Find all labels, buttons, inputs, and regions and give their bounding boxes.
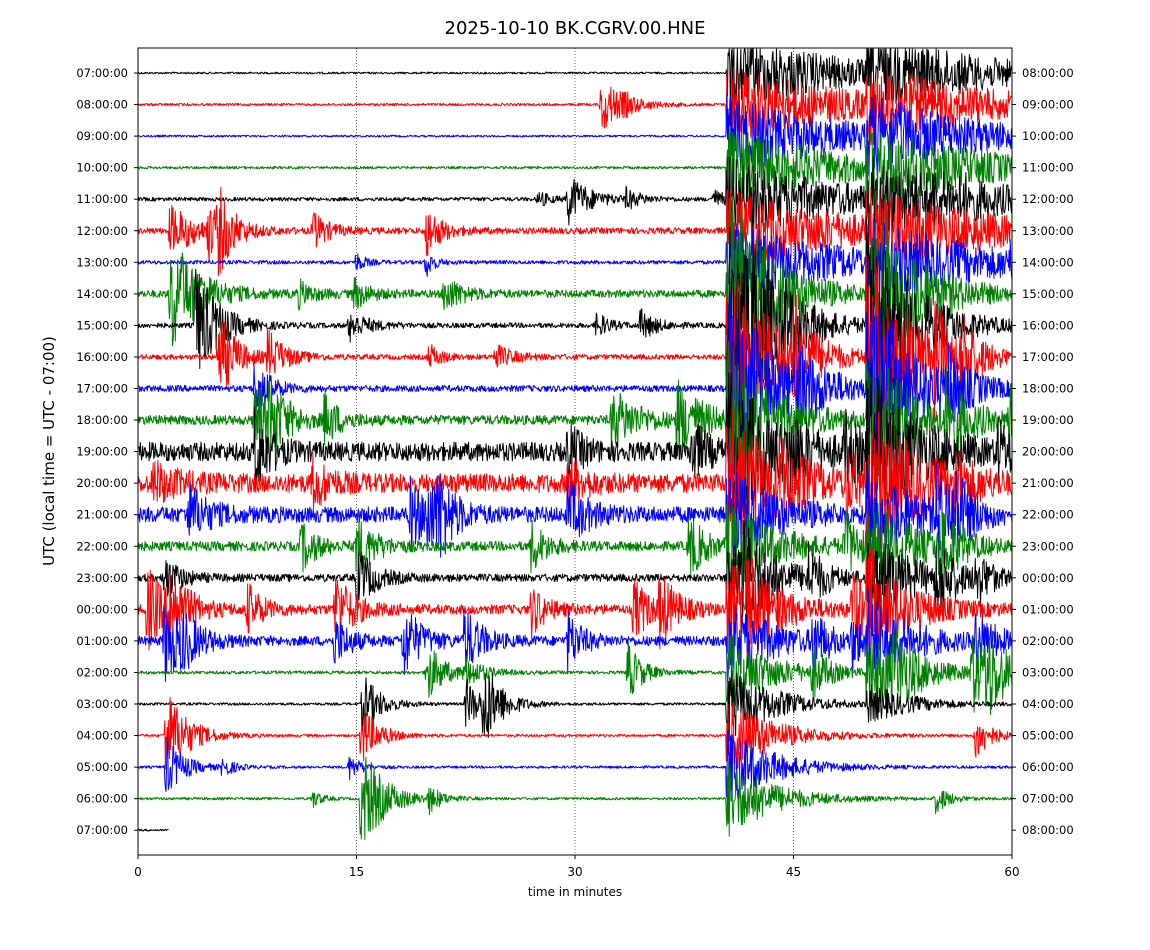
grid-lines <box>356 48 794 855</box>
trace-line <box>137 254 1013 463</box>
right-tick-label: 19:00:00 <box>1022 413 1074 427</box>
right-tick-label: 09:00:00 <box>1022 98 1074 112</box>
trace-line <box>137 459 1013 568</box>
left-tick-label: 02:00:00 <box>76 665 128 679</box>
trace-line <box>137 66 1013 149</box>
left-tick-label: 06:00:00 <box>76 792 128 806</box>
x-tick-label: 30 <box>567 865 582 879</box>
left-tick-label: 07:00:00 <box>76 823 128 837</box>
right-tick-label: 07:00:00 <box>1022 792 1074 806</box>
right-tick-label: 02:00:00 <box>1022 634 1074 648</box>
left-tick-label: 20:00:00 <box>76 476 128 490</box>
left-tick-label: 09:00:00 <box>76 129 128 143</box>
right-tick-label: 08:00:00 <box>1022 66 1074 80</box>
left-tick-label: 16:00:00 <box>76 350 128 364</box>
x-tick-label: 45 <box>786 865 801 879</box>
left-tick-label: 23:00:00 <box>76 571 128 585</box>
left-tick-label: 05:00:00 <box>76 760 128 774</box>
right-tick-label: 21:00:00 <box>1022 476 1074 490</box>
right-tick-label: 11:00:00 <box>1022 161 1074 175</box>
left-tick-label: 07:00:00 <box>76 66 128 80</box>
left-tick-label: 18:00:00 <box>76 413 128 427</box>
left-tick-label: 12:00:00 <box>76 224 128 238</box>
y-axis-label: UTC (local time = UTC - 07:00) <box>40 336 58 566</box>
trace-line <box>137 756 1013 841</box>
trace-line <box>137 290 1013 501</box>
trace-group <box>137 48 1013 841</box>
left-tick-label: 13:00:00 <box>76 255 128 269</box>
left-tick-label: 17:00:00 <box>76 382 128 396</box>
right-tick-label: 10:00:00 <box>1022 129 1074 143</box>
left-axis: 07:00:00 08:00:00 09:00:00 10:00:00 11:00:00… <box>76 66 138 837</box>
right-tick-label: 17:00:00 <box>1022 350 1074 364</box>
trace-line <box>137 362 1013 538</box>
right-tick-label: 01:00:00 <box>1022 602 1074 616</box>
x-tick-label: 0 <box>134 865 142 879</box>
left-tick-label: 08:00:00 <box>76 98 128 112</box>
trace-line <box>137 729 1013 805</box>
left-tick-label: 11:00:00 <box>76 192 128 206</box>
right-tick-label: 16:00:00 <box>1022 318 1074 332</box>
right-tick-label: 18:00:00 <box>1022 382 1074 396</box>
right-tick-label: 00:00:00 <box>1022 571 1074 585</box>
x-tick-label: 60 <box>1004 865 1019 879</box>
right-tick-label: 06:00:00 <box>1022 760 1074 774</box>
left-tick-label: 15:00:00 <box>76 318 128 332</box>
trace-line <box>137 828 169 832</box>
left-tick-label: 22:00:00 <box>76 539 128 553</box>
trace-line <box>137 547 1013 672</box>
right-tick-label: 23:00:00 <box>1022 539 1074 553</box>
x-tick-label: 15 <box>349 865 364 879</box>
right-tick-label: 22:00:00 <box>1022 508 1074 522</box>
trace-line <box>137 697 1013 773</box>
right-axis: 08:00:00 09:00:00 10:00:00 11:00:00 12:00:00… <box>1012 66 1074 837</box>
right-tick-label: 04:00:00 <box>1022 697 1074 711</box>
left-tick-label: 19:00:00 <box>76 445 128 459</box>
trace-line <box>137 216 1013 434</box>
x-axis-label: time in minutes <box>528 885 622 899</box>
right-tick-label: 14:00:00 <box>1022 255 1074 269</box>
trace-line <box>137 670 1013 742</box>
trace-line <box>137 588 1013 683</box>
left-tick-label: 00:00:00 <box>76 602 128 616</box>
x-axis: 0 15 30 45 60 <box>134 855 1020 879</box>
left-tick-label: 21:00:00 <box>76 508 128 522</box>
trace-line <box>137 186 1013 276</box>
left-tick-label: 04:00:00 <box>76 729 128 743</box>
right-tick-label: 13:00:00 <box>1022 224 1074 238</box>
left-tick-label: 03:00:00 <box>76 697 128 711</box>
left-tick-label: 01:00:00 <box>76 634 128 648</box>
right-tick-label: 03:00:00 <box>1022 665 1074 679</box>
chart-title: 2025-10-10 BK.CGRV.00.HNE <box>445 18 706 39</box>
right-tick-label: 05:00:00 <box>1022 729 1074 743</box>
right-tick-label: 12:00:00 <box>1022 192 1074 206</box>
right-tick-label: 08:00:00 <box>1022 823 1074 837</box>
right-tick-label: 20:00:00 <box>1022 445 1074 459</box>
trace-line <box>137 406 1013 569</box>
left-tick-label: 10:00:00 <box>76 161 128 175</box>
right-tick-label: 15:00:00 <box>1022 287 1074 301</box>
left-tick-label: 14:00:00 <box>76 287 128 301</box>
